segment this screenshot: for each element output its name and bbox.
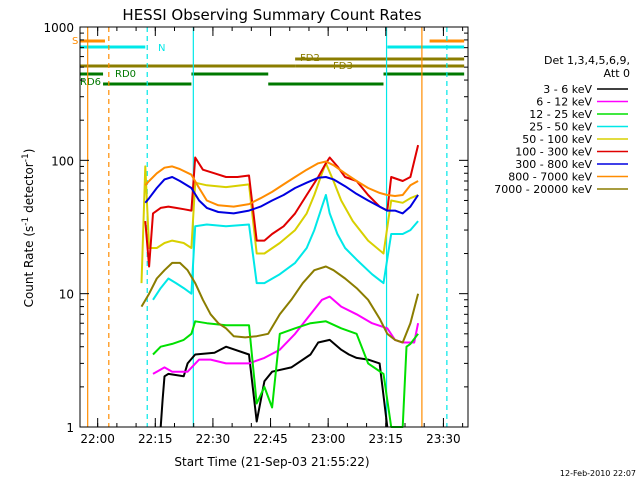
flag-label-s: S [72, 36, 78, 47]
y-tick-label: 100 [51, 154, 74, 168]
flag-label-fd3: FD3 [333, 61, 353, 72]
legend-label: 6 - 12 keV [536, 96, 592, 109]
x-tick-label: 23:00 [311, 432, 346, 446]
y-tick-label: 1000 [43, 21, 74, 35]
series-line-6 [144, 176, 419, 215]
legend-label: 100 - 300 keV [515, 146, 592, 159]
plot-frame [79, 26, 469, 428]
flag-label-n: N [158, 43, 165, 54]
x-tick-label: 23:15 [368, 432, 403, 446]
series-line-8 [140, 261, 420, 344]
x-tick-label: 22:45 [253, 432, 288, 446]
y-tick-label: 1 [66, 421, 74, 435]
x-tick-label: 22:30 [196, 432, 231, 446]
legend-header-attenuator: Att 0 [604, 67, 630, 80]
flag-label-rd6: RD6 [80, 77, 101, 88]
footer-date: 12-Feb-2010 22:07 [560, 469, 636, 478]
series-line-3 [152, 194, 419, 301]
x-tick-label: 22:15 [138, 432, 173, 446]
x-tick-label: 23:30 [426, 432, 461, 446]
series-line-1 [152, 295, 420, 375]
observing-flags: SNFD2FD3RD0RD6 [72, 36, 465, 88]
y-tick-label: 10 [59, 288, 74, 302]
flag-label-rd0: RD0 [115, 69, 136, 80]
x-tick-label: 22:00 [80, 432, 115, 446]
legend-label: 800 - 7000 keV [508, 171, 592, 184]
legend-label: 300 - 800 keV [515, 158, 592, 171]
legend-header-detectors: Det 1,3,4,5,6,9, [544, 54, 630, 67]
legend-label: 7000 - 20000 keV [494, 183, 592, 196]
x-axis-label: Start Time (21-Sep-03 21:55:22) [174, 455, 369, 469]
series-line-0 [159, 338, 389, 428]
series-line-7 [144, 160, 419, 208]
legend-label: 25 - 50 keV [529, 121, 592, 134]
y-axis-label: Count Rate (s-1 detector-1) [21, 149, 36, 308]
chart-title: HESSI Observing Summary Count Rates [122, 6, 421, 24]
legend-label: 12 - 25 keV [529, 108, 592, 121]
legend-label: 50 - 100 keV [522, 133, 592, 146]
plot-area [87, 27, 448, 428]
legend-label: 3 - 6 keV [543, 83, 592, 96]
axes: 1 10 100 1000 22:00 22:15 22:30 22:45 23:00 23:15… [43, 21, 469, 446]
series-line-4 [140, 162, 419, 284]
series-line-5 [144, 144, 420, 268]
